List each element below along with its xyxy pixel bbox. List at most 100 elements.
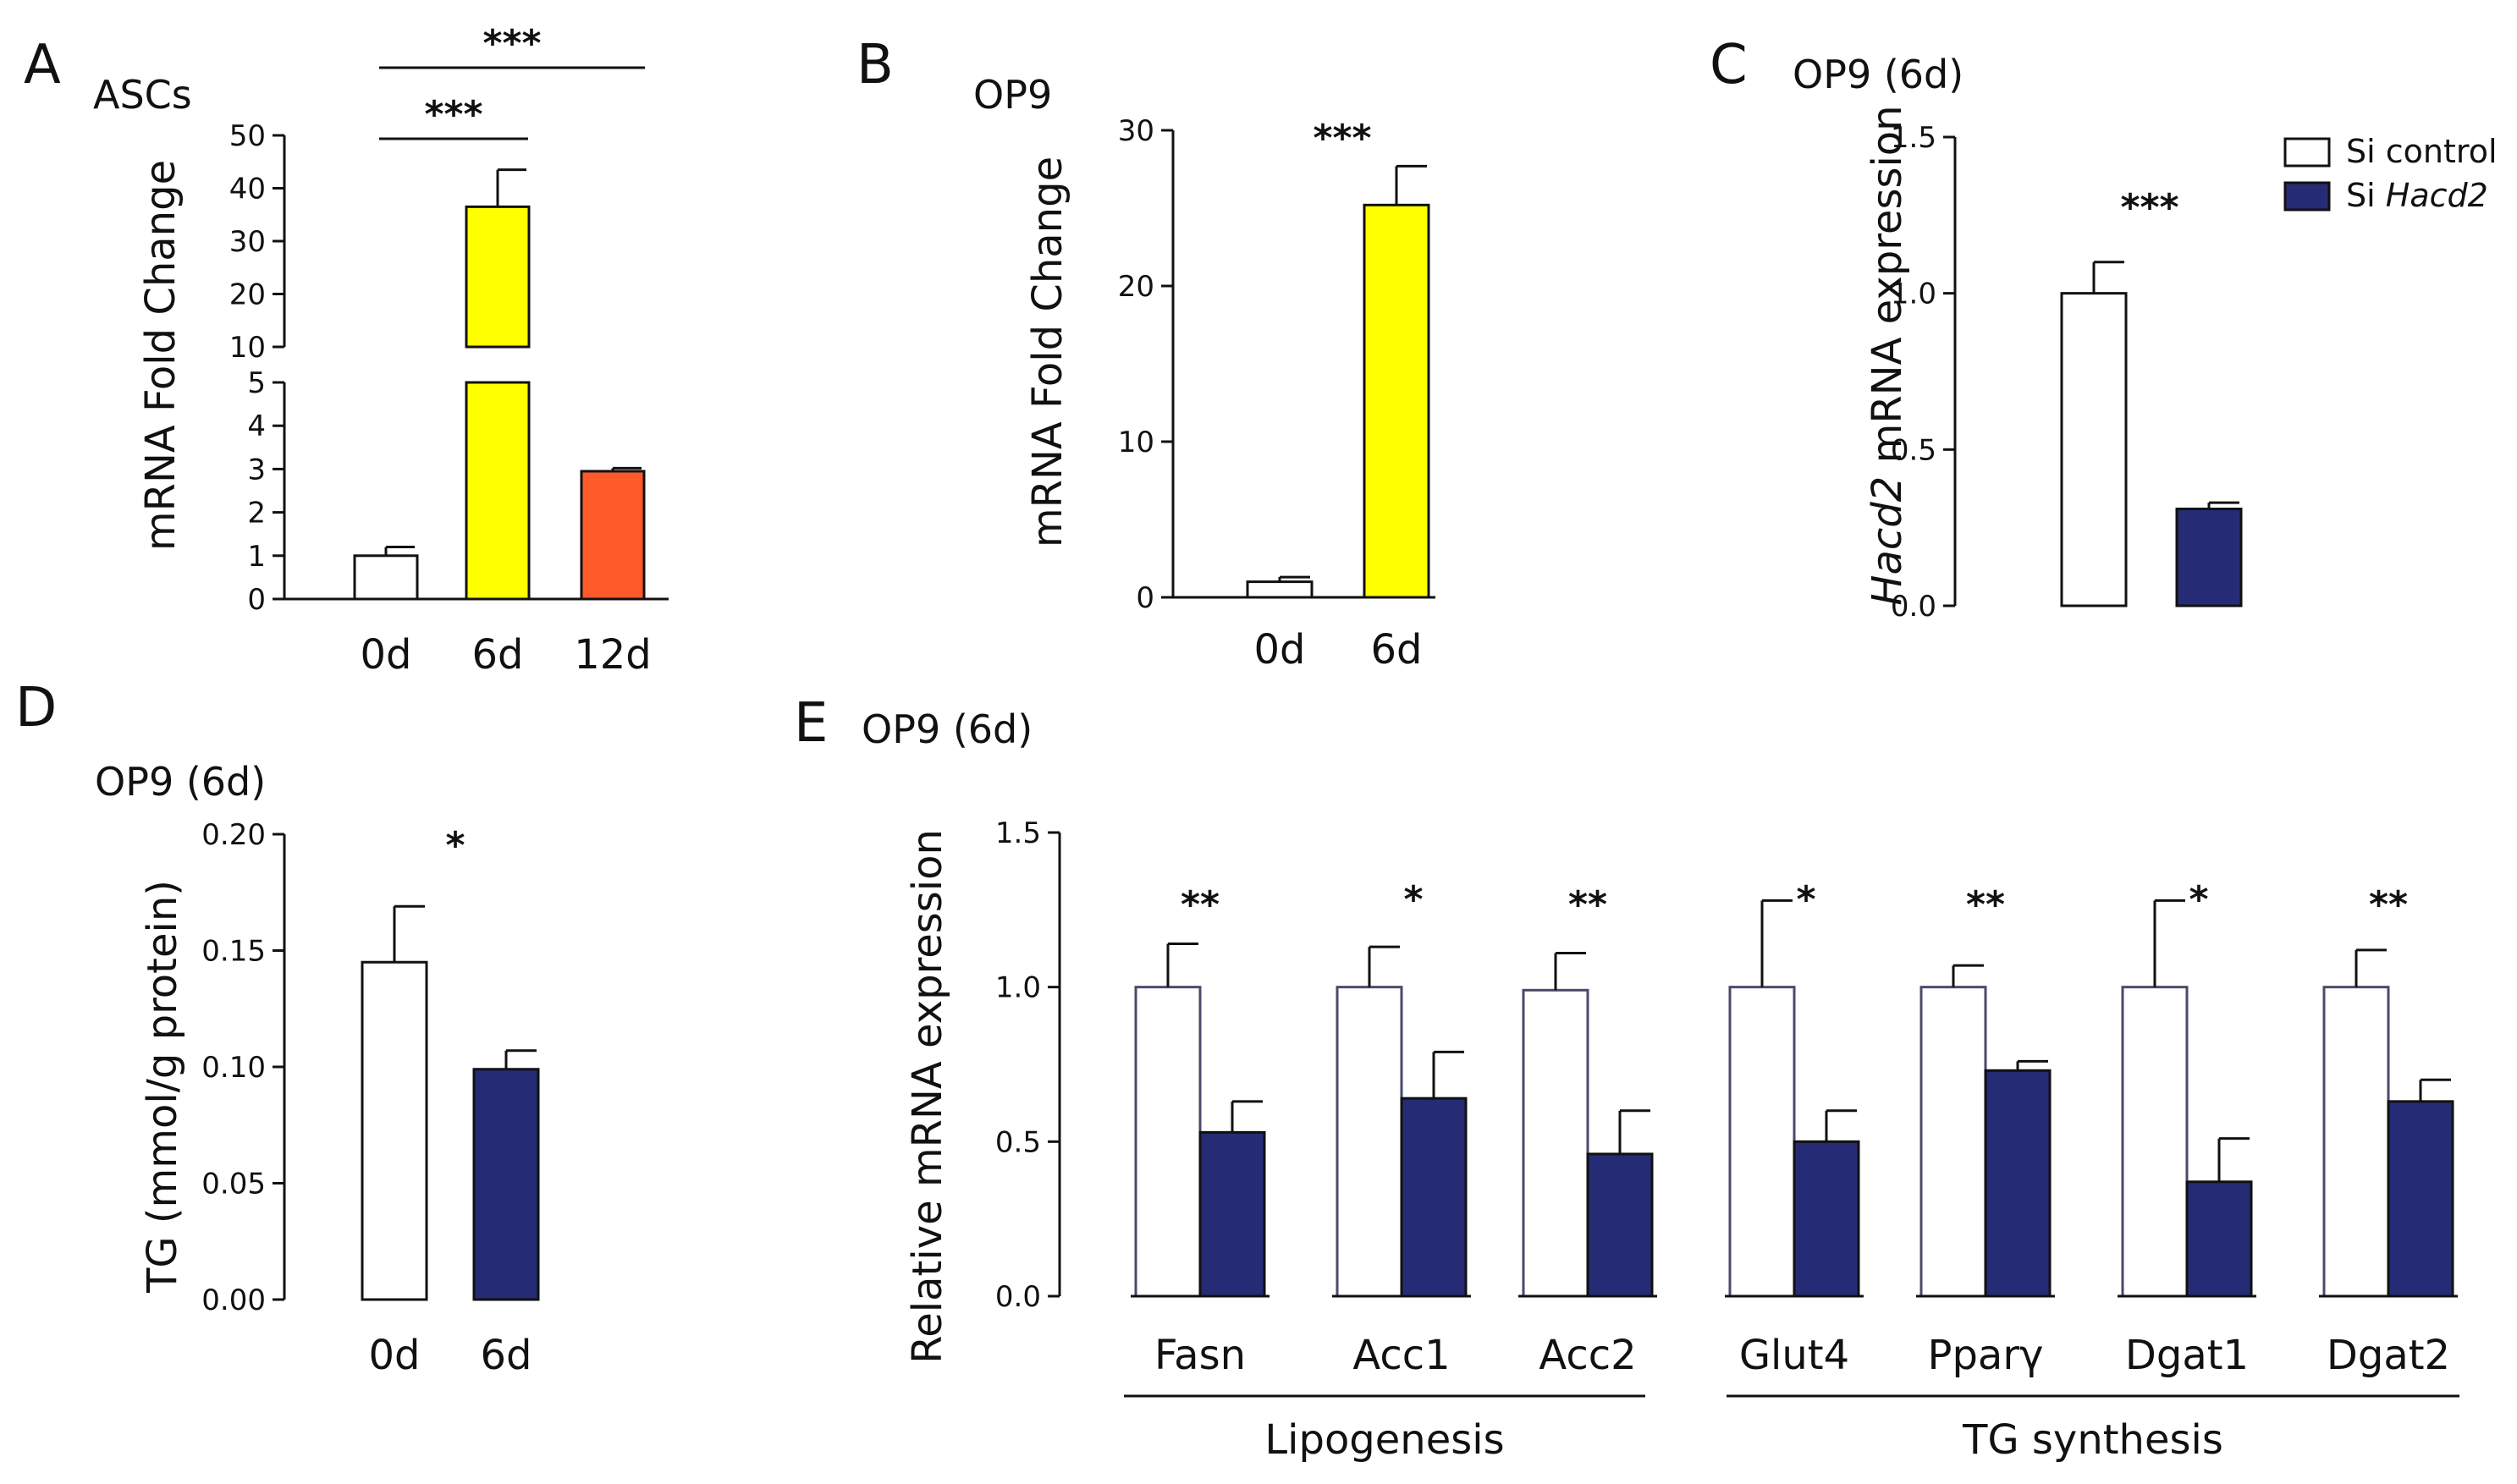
bar-e-Fasn-hacd2 bbox=[1198, 1130, 1266, 1298]
bar-b-0d bbox=[1246, 580, 1314, 599]
x-label-d-0d: 0d bbox=[368, 1332, 420, 1379]
panel-title-d: OP9 (6d) bbox=[95, 759, 266, 805]
y-axis-label-c-gene: Hacd2 bbox=[1864, 476, 1911, 606]
legend-text-hacd2: Hacd2 bbox=[2386, 177, 2488, 214]
chart-a: 0 1 2 3 4 510 20 30 40 50 0d 6d 12d ****** bbox=[229, 22, 669, 679]
d-y-tick-label-2: 0.10 bbox=[201, 1051, 266, 1085]
x-label-b-0d: 0d bbox=[1253, 626, 1305, 673]
panel-letter-e: E bbox=[794, 692, 828, 755]
significance-e-Acc2: ** bbox=[1568, 883, 1607, 926]
x-label-e-Acc1: Acc1 bbox=[1352, 1332, 1450, 1379]
legend-label-control: Si control bbox=[2346, 133, 2498, 170]
x-label-e-Dgat2: Dgat2 bbox=[2327, 1332, 2450, 1379]
chart-b: 0 10 20 30 0d 6d *** bbox=[1118, 114, 1435, 673]
significance-e-Dgat1: * bbox=[2189, 878, 2208, 921]
significance-c: *** bbox=[2120, 186, 2178, 229]
significance-e-Acc1: * bbox=[1403, 878, 1423, 921]
bar-c-0 bbox=[2060, 292, 2128, 607]
e-y-tick-label-0: 0.0 bbox=[995, 1280, 1041, 1314]
y-axis-label-b: mRNA Fold Change bbox=[1024, 157, 1071, 547]
legend-swatch-hacd2 bbox=[2283, 181, 2331, 212]
x-label-a-6d: 6d bbox=[471, 631, 523, 679]
bar-d-0d bbox=[361, 960, 428, 1301]
bar-e-Acc1-control bbox=[1336, 986, 1403, 1298]
bar-b-6d bbox=[1363, 203, 1430, 599]
panel-letter-c: C bbox=[1710, 34, 1748, 96]
y-axis-label-c-rest: mRNA expression bbox=[1864, 105, 1911, 475]
legend-swatch-control bbox=[2283, 137, 2331, 168]
chart-d: 0.00 0.05 0.10 0.15 0.20 0d 6d * bbox=[201, 818, 540, 1379]
bar-e-Glut4-control bbox=[1728, 986, 1796, 1298]
chart-c: 0.0 0.5 1.0 1.5 *** bbox=[1891, 121, 2243, 624]
a-upper-y-tick-label-2: 30 bbox=[229, 225, 266, 259]
b-y-tick-label-1: 10 bbox=[1118, 426, 1154, 459]
e-y-tick-label-3: 1.5 bbox=[995, 816, 1041, 850]
x-label-e-Glut4: Glut4 bbox=[1739, 1332, 1849, 1379]
x-label-a-0d: 0d bbox=[360, 631, 411, 679]
significance-e-Glut4: * bbox=[1796, 878, 1815, 921]
legend-label-hacd2: Si Hacd2 bbox=[2346, 177, 2488, 214]
x-label-e-Acc2: Acc2 bbox=[1539, 1332, 1636, 1379]
a-lower-y-tick-label-1: 1 bbox=[247, 540, 266, 574]
significance-a-0: *** bbox=[424, 93, 482, 136]
c-y-tick-label-0: 0.0 bbox=[1891, 590, 1936, 624]
significance-a-1: *** bbox=[482, 22, 541, 65]
bar-d-6d bbox=[472, 1068, 540, 1301]
significance-b: *** bbox=[1313, 117, 1371, 160]
c-y-tick-label-2: 1.0 bbox=[1891, 278, 1936, 311]
c-y-tick-label-1: 0.5 bbox=[1891, 433, 1936, 467]
significance-e-Pparγ: ** bbox=[1966, 883, 2005, 926]
e-y-tick-label-2: 1.0 bbox=[995, 971, 1041, 1005]
x-label-d-6d: 6d bbox=[480, 1332, 531, 1379]
x-label-a-12d: 12d bbox=[574, 631, 652, 679]
c-y-tick-label-3: 1.5 bbox=[1891, 121, 1936, 155]
panel-title-c: OP9 (6d) bbox=[1793, 52, 1963, 97]
d-y-tick-label-3: 0.15 bbox=[201, 935, 266, 969]
a-lower-y-tick-label-0: 0 bbox=[247, 583, 266, 617]
group-label-e-0: Lipogenesis bbox=[1264, 1416, 1504, 1464]
legend-prefix-control: Si bbox=[2346, 133, 2376, 170]
bar-a-0d bbox=[353, 554, 419, 601]
significance-d: * bbox=[445, 824, 465, 867]
panel-letter-d: D bbox=[15, 677, 57, 739]
a-lower-y-tick-label-5: 5 bbox=[247, 366, 266, 400]
panel-letter-a: A bbox=[24, 34, 61, 96]
a-lower-y-tick-label-2: 2 bbox=[247, 497, 266, 530]
x-label-e-Pparγ: Pparγ bbox=[1928, 1332, 2044, 1379]
bar-e-Dgat1-control bbox=[2121, 986, 2189, 1298]
panel-title-e: OP9 (6d) bbox=[862, 706, 1033, 752]
bar-a-12d bbox=[580, 470, 646, 601]
bar-e-Glut4-hacd2 bbox=[1793, 1140, 1860, 1298]
a-lower-y-tick-label-4: 4 bbox=[247, 409, 266, 443]
bar-a-6d-upper bbox=[465, 205, 531, 349]
chart-e: 0.0 0.5 1.0 1.5 Fasn ** Acc1 * Acc2 ** Glut4 * Pparγ… bbox=[995, 816, 2459, 1464]
a-upper-y-tick-label-1: 20 bbox=[229, 278, 266, 312]
b-y-tick-label-2: 20 bbox=[1118, 270, 1154, 304]
significance-e-Dgat2: ** bbox=[2369, 883, 2408, 926]
b-y-tick-label-0: 0 bbox=[1136, 581, 1154, 615]
bar-e-Dgat2-control bbox=[2322, 986, 2390, 1298]
bar-a-6d-lower bbox=[465, 381, 531, 601]
d-y-tick-label-1: 0.05 bbox=[201, 1168, 266, 1201]
bar-c-1 bbox=[2175, 508, 2243, 607]
e-y-tick-label-1: 0.5 bbox=[995, 1125, 1041, 1159]
x-label-e-Fasn: Fasn bbox=[1154, 1332, 1246, 1379]
legend-prefix-hacd2: Si bbox=[2346, 177, 2376, 214]
x-label-b-6d: 6d bbox=[1370, 626, 1422, 673]
d-y-tick-label-4: 0.20 bbox=[201, 818, 266, 852]
a-upper-y-tick-label-4: 50 bbox=[229, 119, 266, 153]
panel-title-a: ASCs bbox=[93, 72, 192, 118]
a-upper-y-tick-label-3: 40 bbox=[229, 173, 266, 206]
bar-e-Acc2-hacd2 bbox=[1586, 1152, 1654, 1298]
group-label-e-1: TG synthesis bbox=[1962, 1416, 2223, 1464]
legend: Si control Si Hacd2 bbox=[2283, 133, 2498, 214]
significance-e-Fasn: ** bbox=[1181, 883, 1220, 926]
bar-e-Fasn-control bbox=[1134, 986, 1202, 1298]
a-lower-y-tick-label-3: 3 bbox=[247, 453, 266, 486]
a-upper-y-tick-label-0: 10 bbox=[229, 331, 266, 365]
bar-e-Pparγ-hacd2 bbox=[1984, 1069, 2052, 1298]
panel-title-b: OP9 bbox=[973, 72, 1052, 118]
bar-e-Pparγ-control bbox=[1919, 986, 1987, 1298]
y-axis-label-a: mRNA Fold Change bbox=[137, 160, 185, 551]
